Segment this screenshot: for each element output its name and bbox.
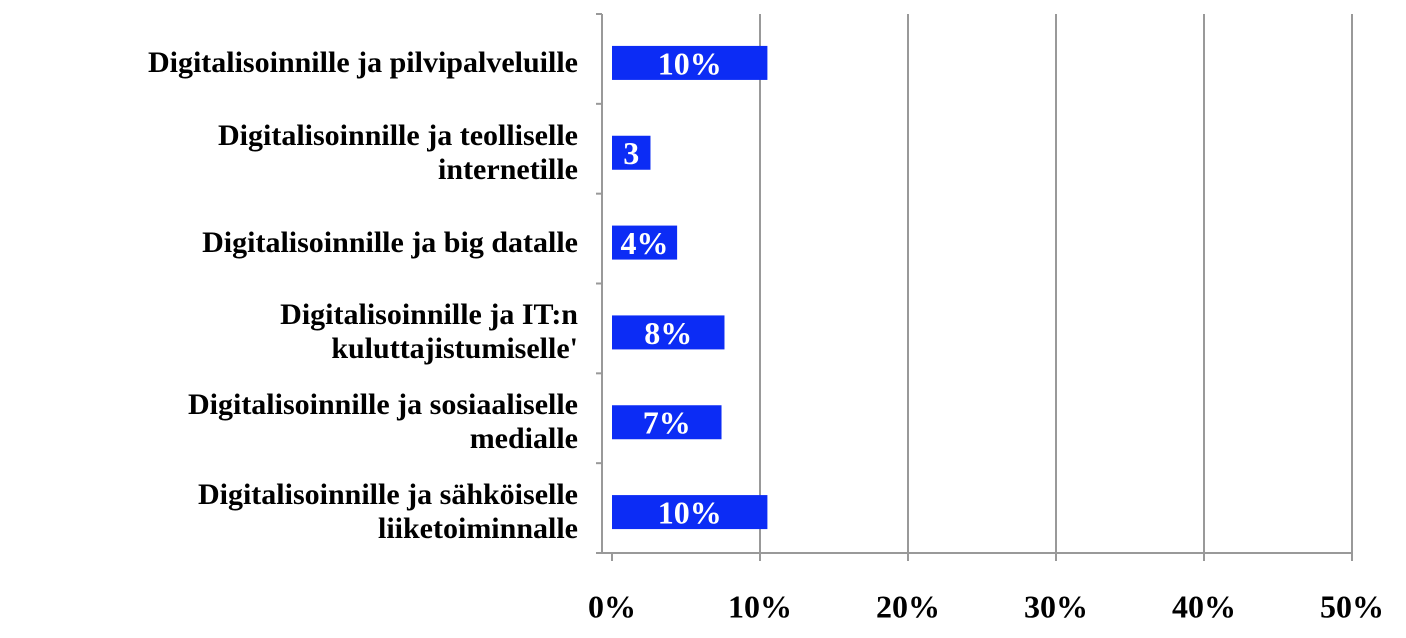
x-tick-label: 30% <box>1024 588 1088 624</box>
bar <box>612 45 768 80</box>
bar-label: 3 <box>623 135 639 171</box>
bar <box>612 225 678 260</box>
category-label: Digitalisoinnille ja IT:n kuluttajistumi… <box>280 298 578 366</box>
bar <box>612 495 768 530</box>
bar-label: 10% <box>658 45 722 81</box>
x-tick-label: 20% <box>876 588 940 624</box>
x-tick-label: 40% <box>1172 588 1236 624</box>
bar-label: 4% <box>621 225 669 261</box>
category-label: Digitalisoinnille ja big datalle <box>202 225 578 259</box>
bar-label: 10% <box>658 494 722 530</box>
category-label: Digitalisoinnille ja teolliselle interne… <box>218 118 578 186</box>
bar-label: 7% <box>643 405 691 441</box>
bar <box>612 135 651 170</box>
bar <box>612 405 722 440</box>
bar <box>612 315 725 350</box>
x-tick-label: 10% <box>728 588 792 624</box>
category-label: Digitalisoinnille ja sähköiselle liiketo… <box>197 478 578 546</box>
category-label: Digitalisoinnille ja sosiaaliselle media… <box>187 388 578 456</box>
x-tick-label: 50% <box>1320 588 1384 624</box>
category-label: Digitalisoinnille ja pilvipalveluille <box>147 45 578 79</box>
x-tick-label: 0% <box>588 588 636 624</box>
bar-label: 8% <box>644 315 692 351</box>
